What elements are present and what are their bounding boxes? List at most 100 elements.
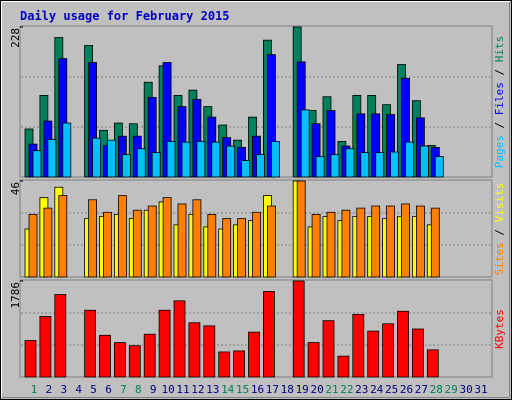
x-tick-label: 9: [150, 383, 157, 396]
bar: [226, 145, 236, 178]
bar: [256, 154, 265, 178]
bar: [218, 351, 231, 378]
bar: [136, 148, 146, 178]
bar: [341, 209, 351, 278]
x-tick-label: 28: [430, 383, 443, 396]
bar: [337, 355, 350, 378]
bar: [54, 294, 67, 378]
bar: [173, 300, 186, 378]
bar: [128, 345, 141, 378]
x-tick-label: 20: [310, 383, 323, 396]
x-tick-label: 17: [266, 383, 279, 396]
bar: [360, 152, 370, 178]
bar: [122, 154, 131, 178]
x-tick-label: 25: [385, 383, 398, 396]
x-tick-label: 19: [296, 383, 309, 396]
bar: [382, 323, 395, 378]
legend: KBytes: [493, 309, 506, 349]
bar: [39, 316, 52, 378]
x-tick-label: 5: [90, 383, 97, 396]
bar: [192, 199, 202, 278]
bar: [158, 309, 171, 378]
x-tick-label: 1: [31, 383, 38, 396]
legend: Pages / Files / Hits: [493, 36, 506, 169]
x-tick-label: 18: [281, 383, 294, 396]
bar: [28, 213, 38, 278]
bar: [315, 156, 325, 178]
bar: [322, 320, 335, 378]
bar: [143, 333, 156, 378]
x-tick-label: 14: [221, 383, 235, 396]
bar: [58, 195, 68, 278]
legend-entry: Visits: [493, 183, 506, 223]
bar: [390, 151, 400, 178]
bar: [207, 213, 217, 278]
x-tick-label: 27: [415, 383, 428, 396]
bar: [411, 328, 424, 378]
bar: [292, 280, 305, 378]
x-tick-label: 11: [176, 383, 189, 396]
bar: [203, 325, 216, 378]
bar: [426, 349, 439, 378]
bar: [307, 342, 320, 378]
bar: [177, 203, 187, 278]
bar: [24, 340, 37, 378]
x-tick-label: 7: [120, 383, 127, 396]
x-tick-label: 26: [400, 383, 413, 396]
x-tick-label: 12: [191, 383, 204, 396]
bar: [211, 141, 221, 178]
x-tick-label: 29: [445, 383, 458, 396]
x-tick-label: 2: [46, 383, 53, 396]
x-tick-label: 4: [75, 383, 82, 396]
bar: [326, 211, 336, 278]
legend-entry: Files: [493, 82, 506, 115]
bar: [419, 145, 429, 178]
bar: [47, 139, 57, 178]
legend-separator: /: [493, 222, 506, 242]
bar: [88, 199, 97, 278]
legend: Sites / Visits: [493, 183, 506, 276]
bar: [162, 197, 172, 278]
x-tick-label: 3: [60, 383, 67, 396]
bar: [222, 218, 232, 278]
bar: [99, 334, 111, 378]
bar: [397, 310, 409, 378]
bar: [401, 203, 410, 278]
bar: [118, 195, 127, 278]
bar: [166, 141, 176, 178]
legend-separator: /: [493, 115, 506, 135]
bar: [330, 154, 340, 178]
x-tick-label: 13: [206, 383, 219, 396]
bar: [233, 350, 246, 378]
bar: [92, 137, 101, 178]
bar: [430, 207, 440, 278]
bar: [252, 211, 261, 278]
bar: [107, 139, 116, 178]
bar: [311, 213, 321, 278]
legend-entry: Sites: [493, 242, 506, 275]
bar: [84, 309, 96, 378]
x-tick-label: 15: [236, 383, 249, 396]
x-tick-label: 8: [135, 383, 142, 396]
legend-separator: /: [493, 62, 506, 82]
bar: [262, 291, 275, 378]
chart-title: Daily usage for February 2015: [20, 9, 230, 23]
legend-entry: Hits: [493, 36, 506, 63]
bar: [352, 313, 365, 378]
x-tick-label: 21: [325, 383, 338, 396]
x-tick-label: 10: [161, 383, 174, 396]
bar: [434, 156, 444, 178]
bar: [62, 122, 72, 178]
bar: [270, 141, 280, 178]
bar: [356, 207, 366, 278]
bar: [345, 148, 355, 178]
bar: [181, 141, 191, 178]
bar: [371, 205, 381, 278]
bar: [415, 205, 425, 278]
bar: [386, 205, 396, 278]
x-tick-label: 23: [355, 383, 368, 396]
bar: [188, 322, 201, 378]
bar: [114, 342, 126, 378]
x-tick-label: 31: [474, 383, 487, 396]
